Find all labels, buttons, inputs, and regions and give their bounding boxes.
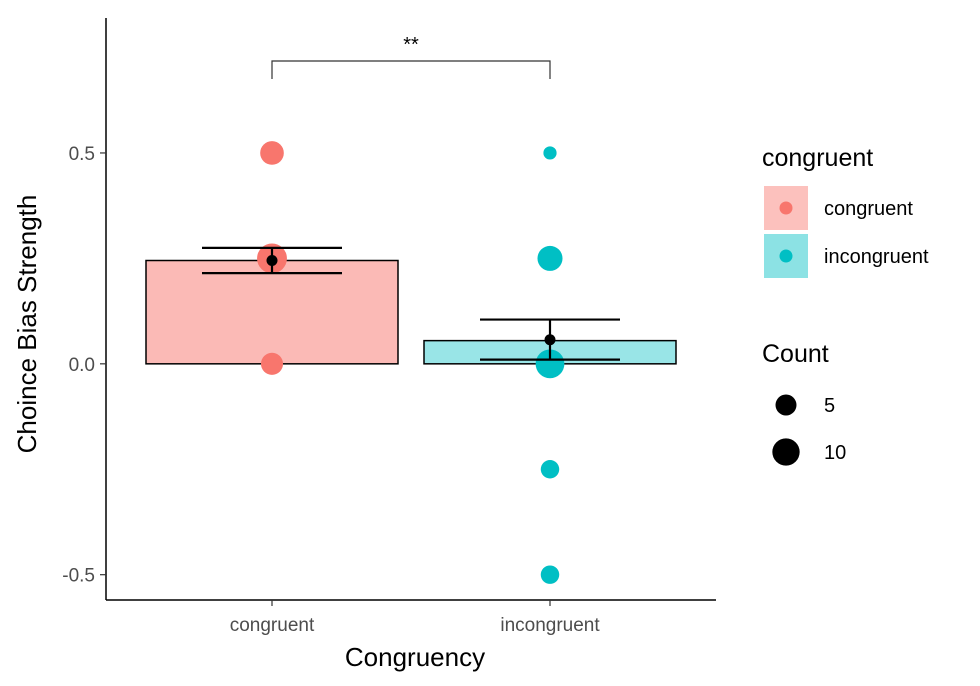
y-tick-label: 0.5 bbox=[69, 144, 95, 165]
legend-color-title: congruent bbox=[762, 144, 873, 172]
plot-area: ** -0.5 0.0 0.5 congruent incongruent Congruen… bbox=[12, 18, 716, 672]
bar-congruent bbox=[145, 259, 399, 365]
legend-label-congruent: congruent bbox=[824, 198, 913, 220]
legend-size-label: 5 bbox=[824, 395, 835, 417]
legend-label-incongruent: incongruent bbox=[824, 246, 929, 268]
legend-size-key bbox=[772, 438, 800, 466]
data-point bbox=[543, 146, 557, 160]
y-tick-label: 0.0 bbox=[69, 355, 95, 376]
legend-dot-incongruent bbox=[779, 249, 793, 263]
legend-size-key bbox=[775, 394, 797, 416]
mean-point-incongruent bbox=[544, 334, 556, 346]
data-point bbox=[535, 349, 565, 379]
y-tick-label: -0.5 bbox=[62, 566, 95, 587]
mean-point-congruent bbox=[266, 255, 278, 266]
legend-size-label: 10 bbox=[824, 442, 846, 464]
data-point bbox=[260, 352, 284, 375]
data-point bbox=[540, 460, 560, 479]
legend-dot-congruent bbox=[779, 201, 793, 215]
legend-size-title: Count bbox=[762, 340, 829, 368]
data-point bbox=[260, 141, 284, 165]
data-point bbox=[540, 565, 560, 584]
legend: congruent congruent incongruent Count 5 10 bbox=[762, 144, 929, 466]
significance-bracket bbox=[271, 60, 551, 79]
x-tick-label: congruent bbox=[230, 615, 315, 636]
data-point bbox=[537, 245, 563, 271]
x-axis-title: Congruency bbox=[345, 642, 485, 672]
x-tick-label: incongruent bbox=[500, 615, 600, 636]
y-axis-title: Choince Bias Strength bbox=[12, 195, 42, 454]
significance-label: ** bbox=[403, 34, 419, 56]
